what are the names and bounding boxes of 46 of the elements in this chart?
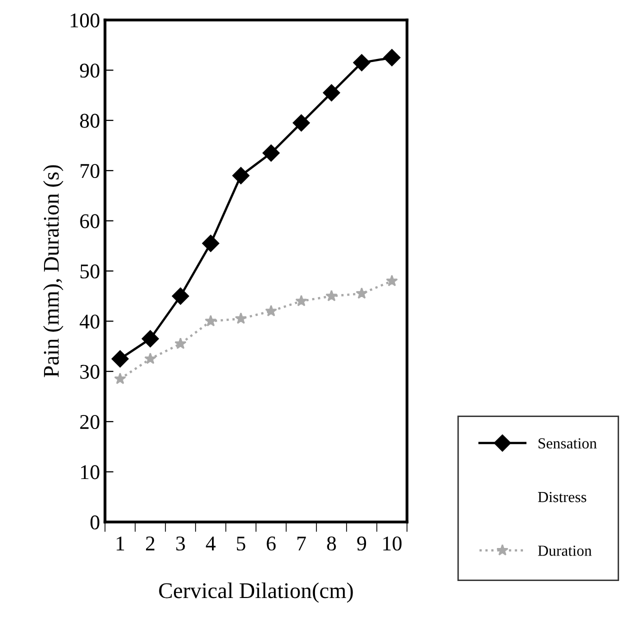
x-tick-label: 4 <box>206 536 216 550</box>
text: Distress <box>538 492 586 502</box>
x-tick-label: 9 <box>357 536 366 551</box>
x-tick-label: 8 <box>327 536 336 551</box>
point <box>265 304 278 316</box>
point <box>174 338 186 349</box>
x-tick-label: 7 <box>297 536 306 550</box>
legend-label: Duration <box>538 546 592 556</box>
point <box>383 49 400 66</box>
point <box>114 372 126 384</box>
point <box>295 294 308 306</box>
point <box>262 144 280 162</box>
point <box>353 54 370 72</box>
x-tick-label: 5 <box>236 536 246 551</box>
point <box>356 287 368 299</box>
y-tick-label: 20 <box>80 414 100 430</box>
y-tick-label: 10 <box>81 465 100 480</box>
point <box>234 312 247 324</box>
y-tick-label: 100 <box>70 13 100 28</box>
x-tick-label: 3 <box>176 536 185 551</box>
point <box>204 314 217 326</box>
point <box>322 84 340 102</box>
point <box>292 114 310 132</box>
point <box>202 234 220 252</box>
y-tick-label: 80 <box>80 114 100 128</box>
point <box>144 352 156 364</box>
point <box>386 274 398 286</box>
y-axis-title: Pain (mm), Duration (s) <box>43 165 64 378</box>
point <box>142 330 159 348</box>
y-tick-label: 60 <box>80 214 100 228</box>
point <box>172 288 190 305</box>
x-tick-label: 6 <box>266 536 276 551</box>
y-tick-label: 30 <box>80 364 100 379</box>
y-tick-label: 70 <box>80 164 100 178</box>
legend-label: Sensation <box>538 438 597 449</box>
y-tick-label: 50 <box>80 264 100 278</box>
x-tick-label: 1 <box>116 536 124 550</box>
x-tick-label: 10 <box>383 536 402 551</box>
y-tick-label: 90 <box>80 64 100 78</box>
point <box>112 350 129 368</box>
y-tick-label: 40 <box>80 314 100 329</box>
point <box>232 167 250 184</box>
x-tick-label: 2 <box>146 536 154 550</box>
x-axis-title: Cervical Dilation(cm) <box>159 582 353 603</box>
y-tick-label: 0 <box>90 515 100 530</box>
point <box>326 290 338 302</box>
